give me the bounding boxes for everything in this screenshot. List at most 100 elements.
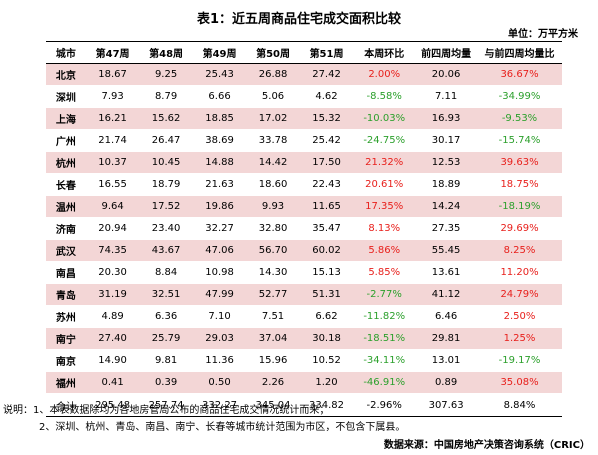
table-row: 苏州 4.89 6.36 7.10 7.51 6.62 -11.82% 6.46 2.50% [46, 305, 562, 328]
four-week-avg-cell: 7.11 [415, 85, 478, 108]
week47-cell: 18.67 [85, 63, 140, 86]
week50-cell: 9.93 [246, 195, 300, 218]
table-row: 杭州 10.37 10.45 14.88 14.42 17.50 21.32% 12.53 39… [46, 151, 562, 174]
week51-cell: 1.20 [299, 371, 354, 394]
week50-cell: 2.26 [246, 371, 300, 394]
week51-cell: 11.65 [299, 195, 354, 218]
week51-cell: 60.02 [299, 239, 354, 262]
week51-cell: 25.42 [299, 129, 354, 152]
week49-cell: 7.10 [192, 305, 247, 328]
week47-cell: 16.21 [85, 107, 140, 130]
header-week49: 第49周 [192, 41, 247, 64]
header-week51: 第51周 [299, 41, 354, 64]
week48-cell: 9.81 [139, 349, 193, 372]
week47-cell: 16.55 [85, 173, 140, 196]
week47-cell: 31.19 [85, 283, 140, 306]
total-vs-four-week-avg: 8.84% [477, 393, 562, 417]
vs-four-week-avg-cell: 35.08% [477, 371, 562, 394]
week48-cell: 25.79 [139, 327, 193, 350]
city-cell: 福州 [46, 371, 86, 394]
vs-four-week-avg-cell: 18.75% [477, 173, 562, 196]
city-cell: 温州 [46, 195, 86, 218]
table-row: 南京 14.90 9.81 11.36 15.96 10.52 -34.11% 13.01 -1… [46, 349, 562, 372]
week49-cell: 0.50 [192, 371, 247, 394]
vs-four-week-avg-cell: 29.69% [477, 217, 562, 240]
week51-cell: 30.18 [299, 327, 354, 350]
four-week-avg-cell: 0.89 [415, 371, 478, 394]
four-week-avg-cell: 13.61 [415, 261, 478, 284]
header-week50: 第50周 [246, 41, 300, 64]
week50-cell: 33.78 [246, 129, 300, 152]
header-week48: 第48周 [139, 41, 193, 64]
week47-cell: 20.30 [85, 261, 140, 284]
city-cell: 北京 [46, 63, 86, 86]
week50-cell: 32.80 [246, 217, 300, 240]
table-row: 温州 9.64 17.52 19.86 9.93 11.65 17.35% 14.24 -18.… [46, 195, 562, 218]
header-city: 城市 [46, 41, 86, 64]
week-over-week-cell: 21.32% [353, 151, 416, 174]
week-over-week-cell: -11.82% [353, 305, 416, 328]
table-row: 南昌 20.30 8.84 10.98 14.30 15.13 5.85% 13.61 11.2… [46, 261, 562, 284]
week51-cell: 15.32 [299, 107, 354, 130]
week49-cell: 29.03 [192, 327, 247, 350]
total-week50: 345.04 [246, 393, 300, 417]
week51-cell: 10.52 [299, 349, 354, 372]
total-week48: 257.74 [139, 393, 193, 417]
week-over-week-cell: 8.13% [353, 217, 416, 240]
four-week-avg-cell: 6.46 [415, 305, 478, 328]
week51-cell: 35.47 [299, 217, 354, 240]
week50-cell: 52.77 [246, 283, 300, 306]
week47-cell: 20.94 [85, 217, 140, 240]
week49-cell: 47.99 [192, 283, 247, 306]
week51-cell: 15.13 [299, 261, 354, 284]
vs-four-week-avg-cell: 39.63% [477, 151, 562, 174]
week-over-week-cell: -8.58% [353, 85, 416, 108]
week50-cell: 5.06 [246, 85, 300, 108]
city-cell: 长春 [46, 173, 86, 196]
week48-cell: 17.52 [139, 195, 193, 218]
week-over-week-cell: 2.00% [353, 63, 416, 86]
week49-cell: 47.06 [192, 239, 247, 262]
table-title: 表1：近五周商品住宅成交面积比较 [196, 12, 402, 27]
week48-cell: 8.79 [139, 85, 193, 108]
week50-cell: 26.88 [246, 63, 300, 86]
vs-four-week-avg-cell: 11.20% [477, 261, 562, 284]
four-week-avg-cell: 12.53 [415, 151, 478, 174]
header-vs-four-week-avg: 与前四周均量比 [477, 41, 562, 64]
vs-four-week-avg-cell: -19.17% [477, 349, 562, 372]
week51-cell: 4.62 [299, 85, 354, 108]
week51-cell: 51.31 [299, 283, 354, 306]
unit-label: 单位：万平方米 [508, 29, 578, 40]
week48-cell: 18.79 [139, 173, 193, 196]
week49-cell: 11.36 [192, 349, 247, 372]
week47-cell: 0.41 [85, 371, 140, 394]
week47-cell: 21.74 [85, 129, 140, 152]
week50-cell: 37.04 [246, 327, 300, 350]
note-2: 2、深圳、杭州、青岛、南昌、南宁、长春等城市统计范围为市区，不包含下属县。 [39, 422, 406, 433]
vs-four-week-avg-cell: -15.74% [477, 129, 562, 152]
week-over-week-cell: 20.61% [353, 173, 416, 196]
table-row: 武汉 74.35 43.67 47.06 56.70 60.02 5.86% 55.45 8.2… [46, 239, 562, 262]
week51-cell: 27.42 [299, 63, 354, 86]
vs-four-week-avg-cell: 8.25% [477, 239, 562, 262]
header-four-week-avg: 前四周均量 [415, 41, 478, 64]
data-source: 数据来源：中国房地产决策咨询系统（CRIC） [383, 440, 590, 451]
city-cell: 南京 [46, 349, 86, 372]
week-over-week-cell: -46.91% [353, 371, 416, 394]
vs-four-week-avg-cell: 36.67% [477, 63, 562, 86]
four-week-avg-cell: 41.12 [415, 283, 478, 306]
city-cell: 南宁 [46, 327, 86, 350]
week48-cell: 32.51 [139, 283, 193, 306]
week51-cell: 6.62 [299, 305, 354, 328]
table-row: 青岛 31.19 32.51 47.99 52.77 51.31 -2.77% 41.12 24… [46, 283, 562, 306]
city-cell: 武汉 [46, 239, 86, 262]
week48-cell: 8.84 [139, 261, 193, 284]
four-week-avg-cell: 30.17 [415, 129, 478, 152]
week51-cell: 22.43 [299, 173, 354, 196]
vs-four-week-avg-cell: 2.50% [477, 305, 562, 328]
total-row: 合计 295.48 257.74 332.27 345.04 334.82 -2… [46, 393, 562, 417]
week49-cell: 25.43 [192, 63, 247, 86]
week50-cell: 14.30 [246, 261, 300, 284]
week49-cell: 38.69 [192, 129, 247, 152]
table-row: 广州 21.74 26.47 38.69 33.78 25.42 -24.75% 30.17-… [46, 129, 562, 152]
